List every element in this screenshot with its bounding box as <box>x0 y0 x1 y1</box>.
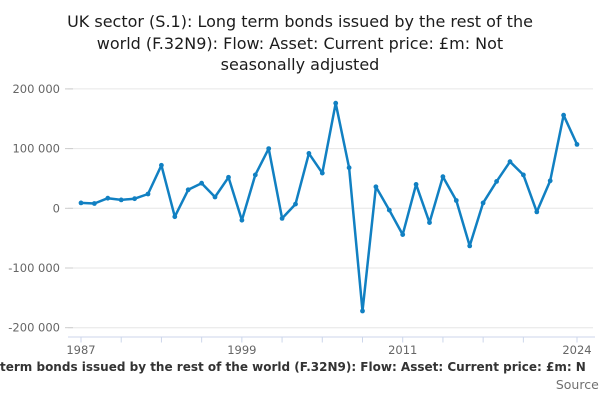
x-axis-label: 2024 <box>562 343 591 357</box>
y-axis-label: 200 000 <box>12 82 60 96</box>
data-point-marker <box>467 243 473 249</box>
y-axis-label: 0 <box>53 201 60 215</box>
data-point-marker <box>453 198 459 203</box>
data-point-marker <box>199 180 205 186</box>
data-point-marker <box>319 170 325 176</box>
data-point-marker <box>333 100 339 106</box>
data-point-marker <box>185 187 191 193</box>
data-point-marker <box>480 200 486 206</box>
footer-caption: term bonds issued by the rest of the wor… <box>0 360 586 374</box>
x-axis-label: 1999 <box>227 343 256 357</box>
data-point-marker <box>360 308 365 314</box>
data-point-marker <box>105 195 111 201</box>
data-point-marker <box>306 151 312 156</box>
data-point-marker <box>172 214 178 220</box>
data-point-marker <box>212 194 218 200</box>
chart-title-line-3: seasonally adjusted <box>220 55 380 74</box>
source-label: Source: <box>555 377 600 392</box>
data-point-marker <box>145 191 151 197</box>
data-point-marker <box>159 162 164 168</box>
data-point-marker <box>494 179 499 184</box>
data-point-marker <box>413 182 419 187</box>
chart-title-line-1: UK sector (S.1): Long term bonds issued … <box>67 12 533 31</box>
data-point-marker <box>440 174 446 180</box>
data-point-marker <box>507 159 513 165</box>
data-point-marker <box>521 172 526 178</box>
chart-title: UK sector (S.1): Long term bonds issued … <box>0 11 600 76</box>
data-point-marker <box>574 142 580 147</box>
x-axis-label: 2011 <box>388 343 417 357</box>
data-line <box>79 101 579 313</box>
data-point-marker <box>132 196 138 202</box>
data-point-marker <box>239 217 245 223</box>
data-point-marker <box>373 184 379 190</box>
data-point-marker <box>346 165 352 171</box>
data-point-marker <box>118 197 124 203</box>
x-axis-label: 1987 <box>66 343 95 357</box>
data-point-marker <box>92 201 97 206</box>
data-point-marker <box>293 201 298 207</box>
data-point-marker <box>427 220 432 226</box>
data-point-marker <box>400 232 406 238</box>
data-point-marker <box>386 207 392 213</box>
y-axis-label: 100 000 <box>12 142 60 156</box>
data-point-marker <box>547 178 553 184</box>
y-axis-label: -100 000 <box>8 261 60 275</box>
data-point-marker <box>78 200 84 206</box>
data-point-marker <box>534 209 540 215</box>
chart-title-line-2: world (F.32N9): Flow: Asset: Current pri… <box>96 33 504 53</box>
data-point-marker <box>266 146 272 152</box>
data-point-marker <box>226 174 231 180</box>
y-axis-label: -200 000 <box>8 321 60 335</box>
data-point-marker <box>252 172 258 178</box>
data-point-marker <box>279 216 285 221</box>
data-point-marker <box>561 112 566 118</box>
